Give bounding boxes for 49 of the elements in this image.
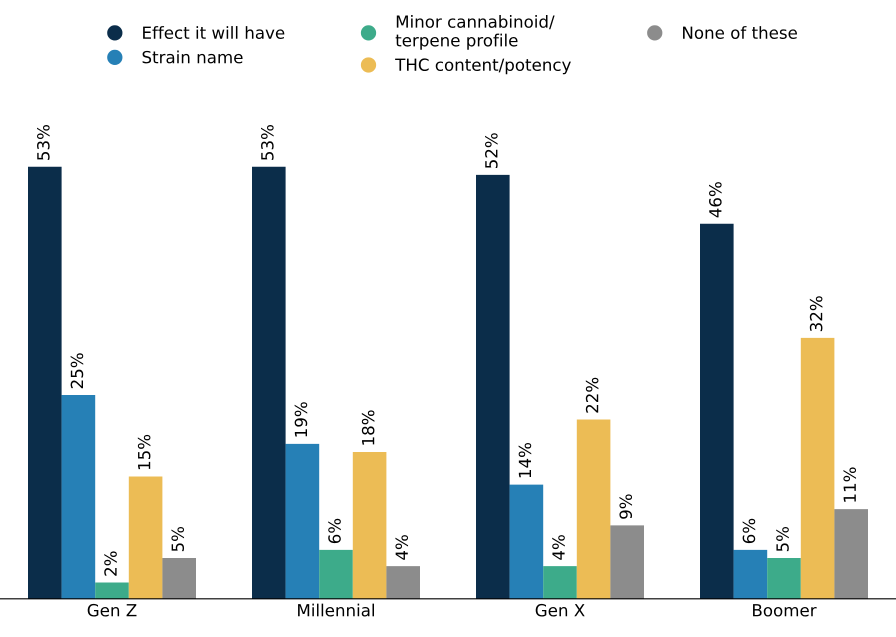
data-label: 2%: [104, 551, 117, 576]
bar: [352, 452, 386, 599]
data-label: 46%: [709, 182, 722, 218]
data-label: 11%: [843, 467, 856, 502]
bar: [476, 174, 510, 599]
data-label: 18%: [362, 410, 374, 445]
legend-label: Strain name: [142, 50, 243, 64]
data-label: 6%: [742, 518, 756, 544]
data-label: 53%: [37, 125, 50, 160]
data-label: 14%: [518, 442, 532, 478]
data-label: 52%: [485, 133, 498, 168]
bar: [800, 338, 834, 599]
legend-label: Effect it will have: [143, 26, 284, 39]
bar: [700, 224, 734, 599]
data-label: 32%: [810, 296, 822, 332]
x-tick-label: Millennial: [298, 604, 374, 617]
x-tick-label: Gen Z: [88, 604, 136, 617]
bar: [128, 476, 162, 599]
bar: [28, 166, 62, 599]
bar: [62, 394, 96, 599]
data-label: 4%: [395, 535, 408, 560]
data-label: 15%: [138, 434, 150, 470]
data-label: 25%: [70, 353, 84, 388]
bar: [543, 566, 577, 599]
data-label: 6%: [328, 518, 341, 544]
data-label: 4%: [552, 535, 565, 560]
bar: [162, 558, 196, 599]
legend-label: THC content/potency: [395, 58, 571, 74]
bar: [286, 444, 320, 599]
bar: [386, 566, 420, 599]
bar: [576, 419, 610, 599]
data-label: 19%: [294, 402, 308, 437]
legend-label: None of these: [683, 26, 797, 39]
bar: [319, 550, 353, 599]
legend-label: Minor cannabinoid/ terpene profile: [396, 15, 555, 50]
bar: [734, 550, 768, 599]
data-label: 5%: [776, 526, 789, 552]
bar: [834, 509, 868, 599]
bar: [252, 166, 286, 599]
data-label: 53%: [261, 125, 274, 160]
bar: [95, 582, 129, 599]
data-label: 22%: [586, 378, 598, 413]
bar: [767, 558, 801, 599]
data-label: 9%: [619, 494, 632, 519]
data-label: 5%: [171, 526, 184, 552]
x-tick-label: Boomer: [753, 604, 817, 617]
bar: [610, 525, 644, 599]
x-tick-label: Gen X: [536, 604, 585, 617]
bar: [510, 484, 544, 599]
